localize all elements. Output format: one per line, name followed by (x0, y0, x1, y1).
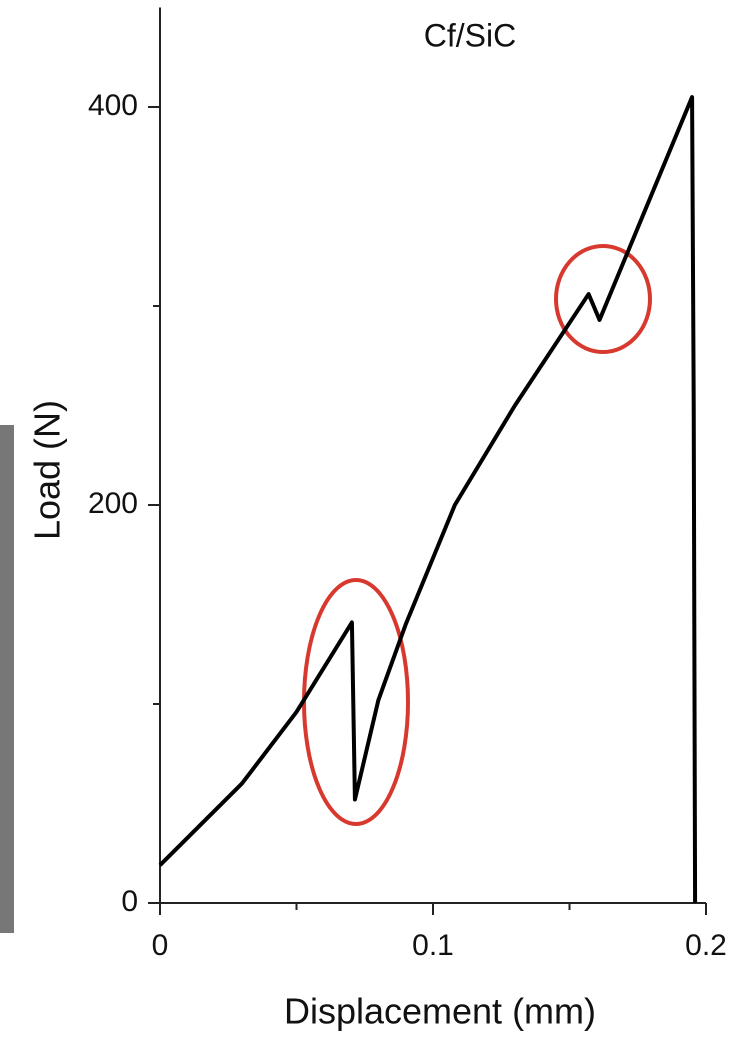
x-tick-label: 0 (152, 929, 169, 962)
x-tick-label: 0.1 (412, 929, 454, 962)
x-axis-title: Displacement (mm) (284, 991, 596, 1032)
image-fragment (0, 425, 14, 933)
y-tick-label: 400 (88, 89, 138, 122)
x-tick-label: 0.2 (685, 929, 727, 962)
annotation-circle (556, 246, 650, 352)
data-line (160, 97, 695, 903)
y-axis-title: Load (N) (27, 400, 68, 540)
chart: Cf/SiC Displacement (mm) Load (N) 0 200 40… (0, 0, 733, 1037)
y-tick-label: 0 (121, 885, 138, 918)
y-tick-label: 200 (88, 487, 138, 520)
chart-title: Cf/SiC (424, 17, 516, 53)
